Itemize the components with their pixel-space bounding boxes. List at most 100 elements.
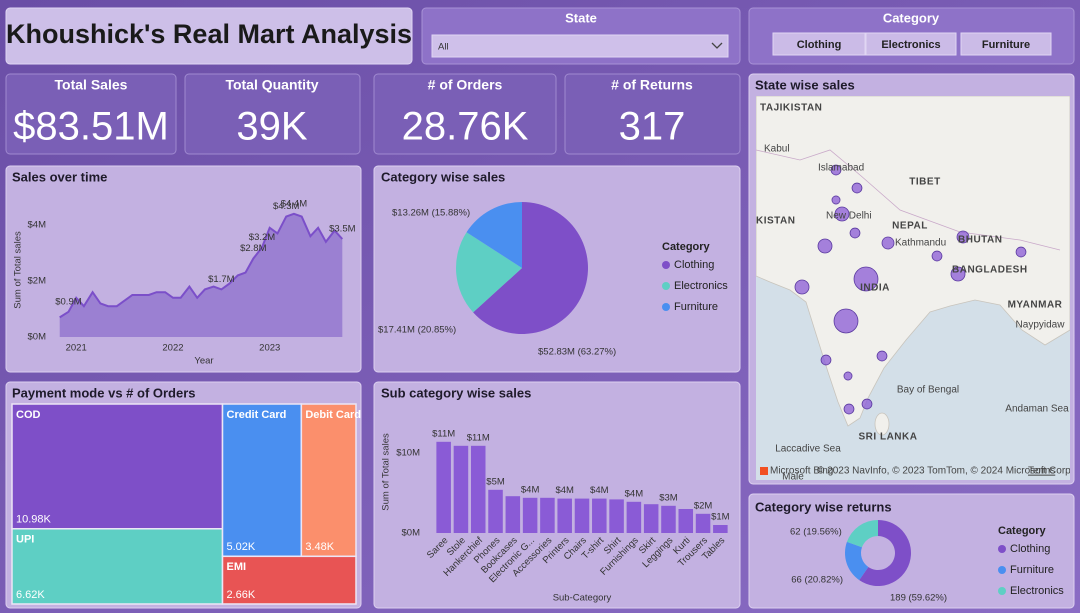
slicer-button[interactable] xyxy=(960,32,1052,56)
cell-label: COD xyxy=(16,409,41,421)
slicer-button[interactable] xyxy=(772,32,866,56)
y-axis-title: Sum of Total sales xyxy=(13,231,24,309)
legend-swatch xyxy=(662,303,670,311)
bar xyxy=(540,497,555,533)
place-label: Islamabad xyxy=(818,163,864,174)
slicer-button[interactable] xyxy=(865,32,957,56)
map-brand: Microsoft Bing xyxy=(770,466,833,477)
cell-value: 5.02K xyxy=(227,541,256,553)
place-label: TAJIKISTAN xyxy=(760,103,822,114)
x-tick-label: 2022 xyxy=(162,343,183,354)
bar xyxy=(522,497,538,533)
x-tick-label: 2021 xyxy=(66,343,87,354)
kpi-label: # of Returns xyxy=(611,77,693,93)
treemap-cell xyxy=(221,555,357,605)
legend-swatch xyxy=(998,566,1006,574)
y-tick-label: $4M xyxy=(28,220,47,231)
y-tick-label: $2M xyxy=(28,276,47,287)
dropdown[interactable] xyxy=(431,34,729,58)
bar xyxy=(453,445,469,533)
slicer-option: Furniture xyxy=(982,39,1030,51)
map-bubble xyxy=(1015,246,1027,258)
map-bubble xyxy=(843,371,853,381)
legend-swatch xyxy=(662,282,670,290)
kpi-label: Total Sales xyxy=(55,77,128,93)
bar xyxy=(574,498,590,533)
cell-label: EMI xyxy=(227,561,247,573)
x-axis-title: Sub-Category xyxy=(553,593,612,604)
legend-label: Clothing xyxy=(674,259,714,271)
bar xyxy=(626,501,642,533)
legend-label: Furniture xyxy=(674,301,718,313)
place-label: BANGLADESH xyxy=(952,265,1028,276)
data-label: $17.41M (20.85%) xyxy=(378,325,456,336)
cell-value: 6.62K xyxy=(16,589,45,601)
data-label: $4M xyxy=(590,485,609,496)
data-label: 66 (20.82%) xyxy=(791,575,843,586)
kpi-value: $83.51M xyxy=(13,105,169,149)
map-bubble xyxy=(849,227,861,239)
map-bubble xyxy=(831,195,841,205)
y-axis-title: Sum of Total sales xyxy=(381,433,392,511)
donut-slice xyxy=(846,520,878,548)
map-bubble xyxy=(881,236,895,250)
panel-title: State wise sales xyxy=(755,77,855,92)
cell-value: 3.48K xyxy=(305,541,334,553)
data-label: $1M xyxy=(711,512,730,523)
data-label: $4.3M xyxy=(273,201,299,212)
map-bubble xyxy=(794,279,810,295)
legend-label: Electronics xyxy=(674,280,728,292)
data-label: $4M xyxy=(625,488,644,499)
place-label: Bay of Bengal xyxy=(897,385,959,396)
slicer-label: State xyxy=(565,10,597,25)
legend-swatch xyxy=(662,261,670,269)
place-label: Andaman Sea xyxy=(1005,404,1069,415)
map-bubble xyxy=(817,238,833,254)
cell-label: Debit Card xyxy=(305,409,361,421)
pie-slice xyxy=(456,232,522,313)
place-label: SRI LANKA xyxy=(859,432,918,443)
donut-slice xyxy=(845,541,869,581)
cell-value: 10.98K xyxy=(16,514,52,526)
data-label: $1.7M xyxy=(208,274,234,285)
bar xyxy=(678,509,694,533)
data-label: $3.2M xyxy=(249,232,275,243)
map-bubble xyxy=(861,398,873,410)
treemap-cell xyxy=(11,403,224,530)
legend-swatch xyxy=(998,545,1006,553)
data-label: $4M xyxy=(555,485,574,496)
border xyxy=(756,149,1061,251)
panel xyxy=(748,493,1075,609)
map-logo xyxy=(760,467,768,475)
place-label: BHUTAN xyxy=(958,235,1002,246)
panel-title: Payment mode vs # of Orders xyxy=(12,385,196,400)
map-bubble xyxy=(830,164,842,176)
treemap-cell xyxy=(11,528,224,605)
place-label: Kathmandu xyxy=(895,238,946,249)
cell-label: Credit Card xyxy=(227,409,287,421)
map-bubble xyxy=(834,206,850,222)
legend-label: Furniture xyxy=(1010,564,1054,576)
map-bubble xyxy=(851,182,863,194)
place-label: Naypyidaw xyxy=(1016,320,1066,331)
x-tick-label: 2023 xyxy=(259,343,280,354)
place-label: TIBET xyxy=(909,177,940,188)
data-label: $0.9M xyxy=(55,296,81,307)
bar xyxy=(488,489,503,533)
map-attribution: © 2023 NavInfo, © 2023 TomTom, © 2024 Mi… xyxy=(817,466,1080,477)
donut-slice xyxy=(859,520,911,586)
place-label: Male xyxy=(782,472,804,483)
map-bubble xyxy=(931,250,943,262)
place-label: Laccadive Sea xyxy=(775,444,841,455)
kpi-label: # of Orders xyxy=(428,77,503,93)
legend-swatch xyxy=(998,587,1006,595)
data-label: $2.8M xyxy=(240,243,266,254)
bar xyxy=(592,498,607,533)
legend-title: Category xyxy=(998,525,1047,537)
map-bubble xyxy=(950,266,966,282)
place-label: New Delhi xyxy=(826,211,872,222)
place-label: INDIA xyxy=(860,283,890,294)
kpi-card xyxy=(184,73,361,155)
data-label: $5M xyxy=(486,476,505,487)
area xyxy=(59,213,343,337)
